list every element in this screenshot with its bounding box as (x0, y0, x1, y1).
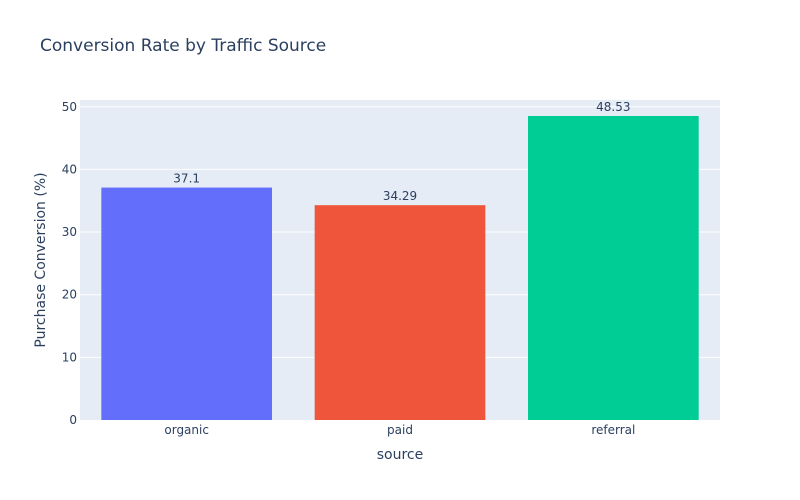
bars (101, 115, 699, 420)
data-label-paid: 34.29 (383, 189, 417, 203)
x-tick-label-organic: organic (164, 423, 209, 437)
y-axis-title: Purchase Conversion (%) (33, 172, 49, 347)
y-tick-label: 50 (62, 100, 77, 114)
y-tick-label: 10 (62, 350, 77, 364)
bar-organic (101, 187, 272, 420)
data-label-referral: 48.53 (596, 100, 630, 114)
x-tick-label-referral: referral (591, 423, 635, 437)
y-tick-label: 40 (62, 162, 77, 176)
x-axis-title: source (377, 447, 424, 463)
data-labels: 37.1 34.29 48.53 (173, 100, 630, 203)
x-tick-labels: organic paid referral (164, 423, 635, 437)
y-tick-label: 20 (62, 288, 77, 302)
y-tick-label: 0 (69, 413, 77, 427)
x-tick-label-paid: paid (387, 423, 413, 437)
bar-referral (528, 115, 699, 420)
bar-paid (314, 205, 486, 420)
y-tick-labels: 0 10 20 30 40 50 (62, 100, 77, 427)
chart-title: Conversion Rate by Traffic Source (40, 36, 326, 56)
data-label-organic: 37.1 (173, 172, 200, 186)
y-tick-label: 30 (62, 225, 77, 239)
